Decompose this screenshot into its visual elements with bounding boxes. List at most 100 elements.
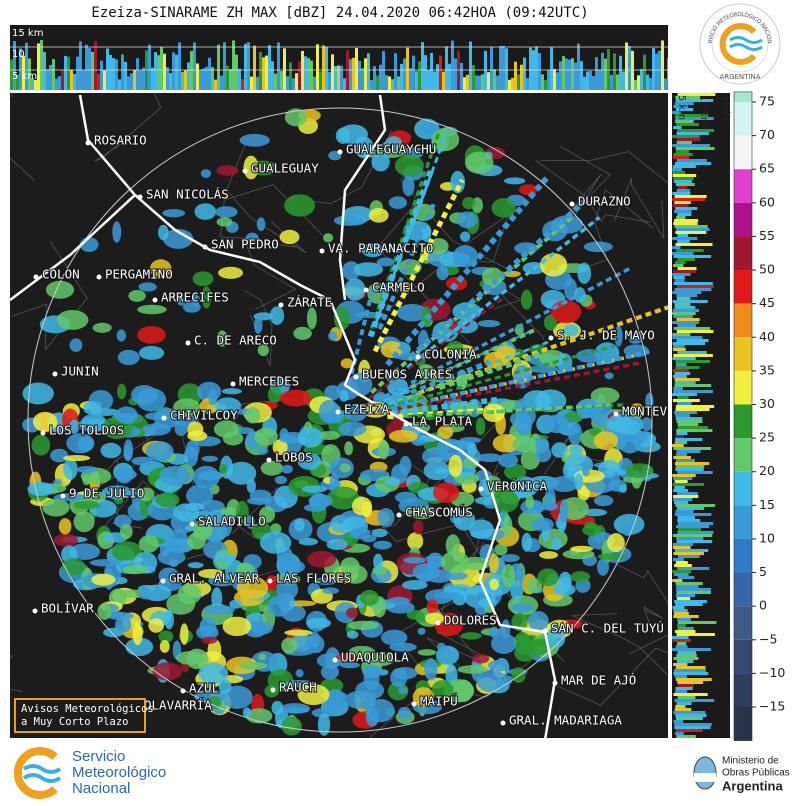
echo-row bbox=[674, 306, 696, 309]
echo bbox=[531, 517, 554, 532]
echo bbox=[539, 253, 568, 277]
echo-row bbox=[676, 330, 714, 333]
echo-row bbox=[672, 444, 684, 447]
echo-row bbox=[672, 171, 686, 174]
echo bbox=[216, 330, 228, 347]
echo-column bbox=[37, 43, 40, 90]
colorbar-frame bbox=[733, 91, 753, 741]
echo-row bbox=[675, 120, 694, 123]
colorbar-segment bbox=[734, 471, 752, 506]
echo bbox=[320, 664, 339, 680]
echo bbox=[159, 465, 192, 486]
echo-row bbox=[673, 693, 708, 696]
city-dot bbox=[242, 168, 248, 174]
echo-row bbox=[676, 597, 691, 600]
echo-row bbox=[672, 168, 683, 171]
echo-row bbox=[674, 630, 696, 633]
echo-column bbox=[148, 44, 151, 90]
echo bbox=[504, 177, 526, 185]
river-coast bbox=[10, 194, 136, 301]
colorbar-segment bbox=[734, 236, 752, 271]
echo-streak bbox=[438, 351, 542, 391]
echo bbox=[201, 455, 219, 462]
echo-column bbox=[595, 57, 598, 90]
echo-row bbox=[677, 240, 690, 243]
city-label: MAR DE AJÓ bbox=[561, 673, 636, 688]
city-label: S. J. DE MAYO bbox=[557, 328, 655, 343]
echo-column bbox=[574, 62, 577, 90]
echo bbox=[376, 257, 395, 267]
city-label: OLAVARRÍA bbox=[144, 698, 212, 713]
echo bbox=[226, 461, 257, 485]
city-label: LA PLATA bbox=[412, 414, 473, 429]
echo bbox=[22, 382, 54, 405]
echo bbox=[387, 681, 409, 701]
echo-row bbox=[677, 627, 694, 630]
echo-column bbox=[64, 55, 67, 90]
echo-row bbox=[675, 408, 710, 411]
echo bbox=[92, 322, 112, 333]
echo bbox=[270, 523, 282, 534]
city-dot bbox=[396, 512, 402, 518]
city-label: MONTEVIDEO bbox=[622, 404, 697, 419]
river-coast bbox=[338, 94, 387, 301]
echo-column bbox=[100, 60, 103, 90]
echo-column bbox=[130, 73, 133, 90]
echo-streak bbox=[374, 131, 449, 323]
echo bbox=[456, 211, 478, 229]
echo-column bbox=[181, 71, 184, 90]
echo-column bbox=[259, 51, 262, 90]
echo-column bbox=[571, 58, 574, 90]
echo bbox=[433, 482, 460, 503]
echo-row bbox=[677, 684, 695, 687]
city-label: CHIVILCOY bbox=[170, 408, 238, 423]
echo-column bbox=[121, 54, 124, 90]
echo bbox=[511, 602, 533, 613]
echo bbox=[138, 282, 157, 292]
echo-column bbox=[307, 58, 310, 90]
echo-row bbox=[677, 186, 688, 189]
echo-row bbox=[672, 639, 691, 642]
colorbar-label: 30 bbox=[759, 396, 775, 411]
echo-row bbox=[676, 702, 692, 705]
echo-column bbox=[628, 45, 631, 90]
echo bbox=[115, 615, 132, 633]
echo bbox=[597, 552, 626, 561]
echo bbox=[323, 233, 334, 243]
city-dot bbox=[353, 374, 359, 380]
echo bbox=[198, 569, 225, 579]
echo-column bbox=[211, 67, 214, 90]
echo-row bbox=[672, 546, 691, 549]
echo-column bbox=[385, 75, 388, 90]
city-dot bbox=[569, 201, 575, 207]
echo-column bbox=[262, 57, 265, 90]
city-label: ROSARIO bbox=[94, 133, 147, 148]
echo-row bbox=[673, 663, 688, 666]
colorbar-label: 70 bbox=[759, 127, 775, 142]
city-label: JUNIN bbox=[61, 364, 99, 379]
city-label: MAIPÚ bbox=[420, 694, 458, 709]
echo bbox=[359, 589, 379, 606]
echo bbox=[570, 545, 594, 552]
echo bbox=[510, 580, 524, 601]
city-dot bbox=[478, 486, 484, 492]
city-label: LOBOS bbox=[275, 450, 313, 465]
echo bbox=[445, 534, 461, 557]
echo bbox=[137, 304, 167, 315]
echo-row bbox=[672, 198, 706, 201]
echo-streak bbox=[384, 176, 549, 367]
echo bbox=[97, 602, 112, 620]
echo bbox=[628, 336, 642, 344]
height-label: 15 km bbox=[720, 95, 731, 126]
echo bbox=[157, 549, 186, 566]
echo bbox=[384, 477, 401, 486]
echo bbox=[314, 577, 338, 585]
echo-column bbox=[520, 64, 523, 90]
city-dot bbox=[332, 657, 338, 663]
echo bbox=[335, 653, 358, 661]
echo-column bbox=[565, 58, 568, 90]
echo bbox=[324, 385, 341, 401]
echo-column bbox=[655, 53, 658, 90]
echo bbox=[559, 498, 569, 523]
echo-row bbox=[672, 291, 702, 294]
